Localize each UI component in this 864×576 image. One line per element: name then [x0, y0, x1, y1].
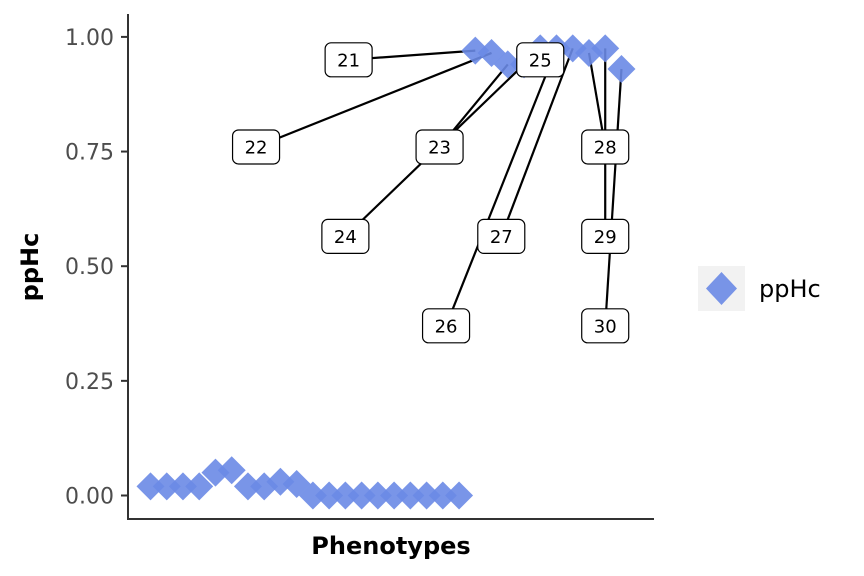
annotation-leader-lines [255, 47, 623, 327]
data-point [217, 456, 246, 485]
annotation-labels: 21 22 23 24 25 26 27 28 29 30 [231, 42, 630, 344]
y-tick-label: 0.50 [65, 255, 114, 280]
annotation-label-box [516, 42, 565, 78]
annotation-label-text: 22 [245, 137, 268, 158]
data-point [331, 481, 360, 510]
annotation-label-box [581, 308, 630, 344]
legend: ppHc [698, 266, 821, 311]
data-point [347, 481, 376, 510]
data-point [185, 472, 214, 501]
data-point [233, 472, 262, 501]
annotation-label-text: 24 [334, 227, 357, 248]
annotation-label-23: 23 [415, 129, 464, 165]
axes [127, 14, 654, 520]
annotation-label-29: 29 [581, 218, 630, 254]
annotation-label-text: 30 [594, 316, 617, 337]
annotation-label-text: 29 [594, 227, 617, 248]
data-point [493, 50, 522, 79]
annotation-label-text: 23 [428, 137, 451, 158]
annotation-leader-26 [445, 47, 558, 327]
y-tick-label: 1.00 [65, 26, 114, 51]
y-tick-label: 0.75 [65, 141, 114, 166]
x-axis-title: Phenotypes [311, 532, 470, 560]
data-point [445, 481, 474, 510]
data-points [136, 34, 636, 510]
annotation-label-box [321, 218, 370, 254]
legend-label: ppHc [759, 275, 821, 303]
data-point [315, 481, 344, 510]
y-tick-label: 0.25 [65, 370, 114, 395]
annotation-label-box [581, 218, 630, 254]
annotation-label-box [324, 42, 373, 78]
legend-marker-icon [706, 272, 737, 305]
data-point [168, 472, 197, 501]
annotation-label-27: 27 [477, 218, 526, 254]
annotation-leader-27 [500, 47, 574, 237]
annotation-label-26: 26 [421, 308, 471, 344]
annotation-label-28: 28 [581, 129, 630, 165]
data-point [607, 55, 636, 84]
y-ticks: 0.00 0.25 0.50 0.75 1.00 [65, 26, 128, 510]
annotation-label-text: 27 [490, 227, 513, 248]
data-point [412, 481, 441, 510]
y-tick-label: 0.00 [65, 485, 114, 510]
annotation-label-box [421, 308, 471, 344]
data-point [136, 472, 165, 501]
annotation-label-25: 25 [516, 42, 565, 78]
data-point [152, 472, 181, 501]
annotation-label-21: 21 [324, 42, 373, 78]
data-point [298, 481, 327, 510]
data-point [363, 481, 392, 510]
annotation-leader-22 [255, 51, 492, 148]
annotation-leader-30 [604, 68, 623, 326]
y-axis-title: ppHc [16, 233, 44, 302]
annotation-label-30: 30 [581, 308, 630, 344]
annotation-label-text: 26 [435, 316, 458, 337]
annotation-label-text: 25 [529, 50, 552, 71]
annotation-label-box [477, 218, 526, 254]
annotation-label-text: 21 [337, 50, 360, 71]
annotation-label-text: 28 [594, 137, 617, 158]
data-point [591, 34, 620, 63]
annotation-label-22: 22 [231, 129, 281, 165]
annotation-label-24: 24 [321, 218, 370, 254]
annotation-label-box [231, 129, 281, 165]
data-point [428, 481, 457, 510]
data-point [380, 481, 409, 510]
data-point [396, 481, 425, 510]
annotation-label-box [581, 129, 630, 165]
annotation-label-box [415, 129, 464, 165]
